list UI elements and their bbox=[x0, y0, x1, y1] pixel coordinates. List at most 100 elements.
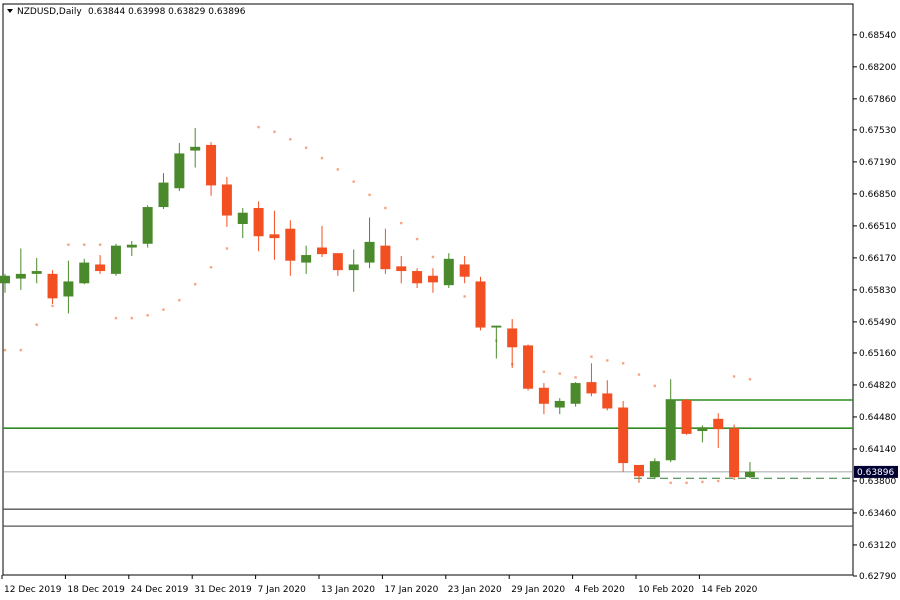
y-tick-label: 0.68200 bbox=[859, 63, 896, 73]
candle-body bbox=[0, 275, 10, 284]
candle bbox=[364, 217, 375, 269]
candle-body bbox=[507, 328, 518, 348]
x-tick-label: 4 Feb 2020 bbox=[575, 585, 626, 595]
candle bbox=[348, 249, 359, 292]
sar-point bbox=[51, 304, 54, 308]
candle bbox=[744, 462, 755, 479]
candle-body bbox=[697, 427, 708, 432]
candle bbox=[190, 128, 201, 168]
candle bbox=[301, 245, 312, 274]
candle bbox=[221, 176, 232, 227]
candle-body bbox=[443, 258, 454, 286]
candle bbox=[0, 273, 10, 293]
sar-point bbox=[653, 384, 657, 388]
candle bbox=[317, 225, 327, 257]
sar-point bbox=[67, 243, 70, 246]
candle-body bbox=[110, 245, 121, 274]
y-tick-label: 0.63460 bbox=[859, 509, 896, 519]
candle-body bbox=[713, 418, 724, 430]
candle bbox=[95, 255, 106, 274]
plot-area-frame bbox=[2, 3, 854, 576]
candle bbox=[570, 382, 581, 407]
y-tick-label: 0.66510 bbox=[859, 222, 896, 232]
sar-point bbox=[130, 316, 133, 320]
candle-body bbox=[317, 247, 327, 255]
x-tick-label: 10 Feb 2020 bbox=[638, 585, 694, 595]
sar-point bbox=[146, 314, 149, 317]
candle bbox=[475, 276, 486, 331]
candle-body bbox=[554, 400, 565, 408]
candle-body bbox=[634, 464, 644, 477]
candle bbox=[491, 325, 502, 359]
candle-body bbox=[681, 400, 692, 434]
candle-body bbox=[253, 208, 264, 237]
y-tick-label: 0.67190 bbox=[859, 158, 896, 168]
candle bbox=[142, 205, 153, 248]
sar-point bbox=[352, 180, 355, 183]
candle bbox=[507, 319, 518, 368]
candle-body bbox=[332, 253, 343, 271]
candle bbox=[634, 464, 644, 483]
triangle-down-icon[interactable] bbox=[7, 9, 13, 13]
candle-body bbox=[729, 428, 740, 478]
y-tick-label: 0.64480 bbox=[859, 413, 896, 423]
candle-body bbox=[396, 266, 407, 272]
x-tick-label: 17 Jan 2020 bbox=[384, 585, 438, 595]
candle bbox=[126, 240, 137, 256]
candle bbox=[665, 379, 676, 463]
candle bbox=[713, 413, 724, 448]
sar-point bbox=[606, 359, 609, 362]
candle-body bbox=[523, 345, 534, 389]
candle-body bbox=[31, 271, 42, 274]
candle bbox=[15, 248, 26, 290]
candle bbox=[443, 253, 454, 288]
candle-body bbox=[15, 273, 26, 279]
candle-body bbox=[649, 461, 660, 478]
candle bbox=[174, 143, 185, 192]
sar-point bbox=[273, 130, 276, 133]
candle-body bbox=[618, 407, 629, 464]
sar-point bbox=[637, 373, 641, 376]
candle bbox=[31, 257, 42, 284]
sar-point bbox=[748, 378, 752, 381]
candle bbox=[253, 201, 264, 252]
candle-body bbox=[126, 244, 137, 248]
sar-point bbox=[257, 125, 260, 129]
candle bbox=[427, 268, 438, 293]
sar-point bbox=[669, 481, 672, 485]
y-tick-label: 0.62790 bbox=[859, 572, 896, 582]
candle bbox=[285, 220, 296, 276]
candle bbox=[110, 243, 121, 276]
candle-body bbox=[190, 146, 201, 151]
sar-point bbox=[114, 316, 118, 320]
candle-body bbox=[602, 393, 613, 409]
candle-body bbox=[538, 387, 549, 404]
candle bbox=[332, 253, 343, 276]
candle bbox=[602, 380, 613, 411]
candle bbox=[63, 260, 74, 314]
sar-point bbox=[590, 355, 593, 358]
candle-body bbox=[47, 273, 58, 299]
x-tick-label: 12 Dec 2019 bbox=[4, 585, 62, 595]
candle-body bbox=[63, 281, 74, 297]
sar-point bbox=[336, 168, 340, 171]
sar-point bbox=[463, 295, 466, 298]
sar-point bbox=[574, 376, 577, 379]
candle-body bbox=[221, 184, 232, 216]
candle-body bbox=[412, 271, 423, 284]
candle bbox=[523, 344, 534, 391]
y-tick-label: 0.68540 bbox=[859, 31, 896, 41]
y-tick-label: 0.67860 bbox=[859, 95, 896, 105]
sar-point bbox=[3, 348, 7, 352]
candle bbox=[206, 142, 217, 196]
horizontal-lines bbox=[3, 399, 853, 527]
sar-point bbox=[542, 370, 546, 373]
sar-point bbox=[98, 243, 102, 246]
candle bbox=[554, 398, 565, 415]
x-tick-label: 31 Dec 2019 bbox=[194, 585, 252, 595]
x-tick-label: 23 Jan 2020 bbox=[448, 585, 502, 595]
symbol-label: NZDUSD,Daily bbox=[17, 7, 82, 17]
candle-body bbox=[348, 264, 359, 271]
x-tick-label: 7 Jan 2020 bbox=[258, 585, 306, 595]
candle bbox=[618, 400, 629, 472]
